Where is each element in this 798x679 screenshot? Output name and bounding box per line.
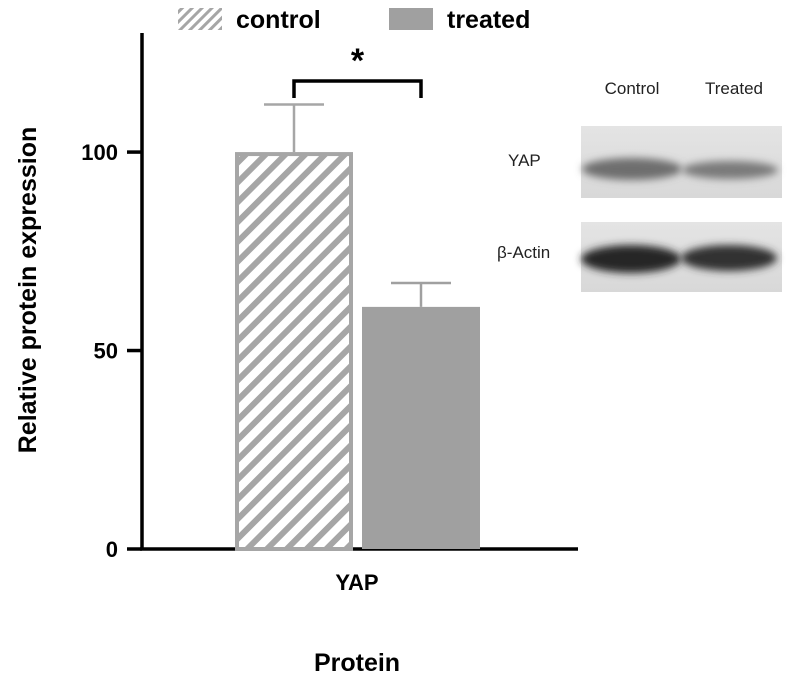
legend-item-control: control: [178, 6, 321, 34]
legend-item-treated: treated: [389, 6, 530, 34]
blot-strip-yap: [581, 126, 782, 198]
blot-band-yap-treated: [682, 161, 778, 179]
error-bars: [264, 103, 451, 307]
legend-swatch-treated: [389, 8, 433, 30]
blot-strip-actin: [581, 222, 782, 292]
blot-column-label-control: Control: [605, 79, 660, 98]
error-bar-control: [264, 103, 324, 153]
blot-band-actin-treated: [681, 245, 777, 271]
y-ticks: 0 50 100: [81, 140, 142, 562]
legend: control treated: [178, 6, 530, 34]
western-blot: Control Treated YAP β-Actin: [497, 79, 782, 292]
y-axis-title: Relative protein expression: [14, 127, 42, 454]
legend-label-control: control: [236, 6, 321, 34]
error-bar-treated: [391, 281, 451, 307]
bar-treated: [362, 306, 480, 549]
y-tick-label: 100: [81, 140, 118, 165]
significance-label: *: [351, 42, 365, 80]
x-axis-title: Protein: [314, 649, 400, 677]
blot-row-label-yap: YAP: [508, 151, 541, 170]
y-tick-label: 50: [94, 339, 118, 364]
x-tick-label: YAP: [335, 570, 378, 595]
legend-label-treated: treated: [447, 6, 530, 34]
blot-row-label-actin: β-Actin: [497, 243, 550, 262]
blot-column-label-treated: Treated: [705, 79, 763, 98]
legend-swatch-control: [178, 8, 222, 30]
bar-control: [235, 152, 353, 551]
significance-annotation: *: [292, 42, 423, 98]
blot-band-actin-control: [581, 245, 681, 273]
y-tick-label: 0: [106, 537, 118, 562]
bars: [235, 152, 480, 551]
significance-bracket: [292, 79, 423, 98]
blot-band-yap-control: [582, 158, 682, 180]
